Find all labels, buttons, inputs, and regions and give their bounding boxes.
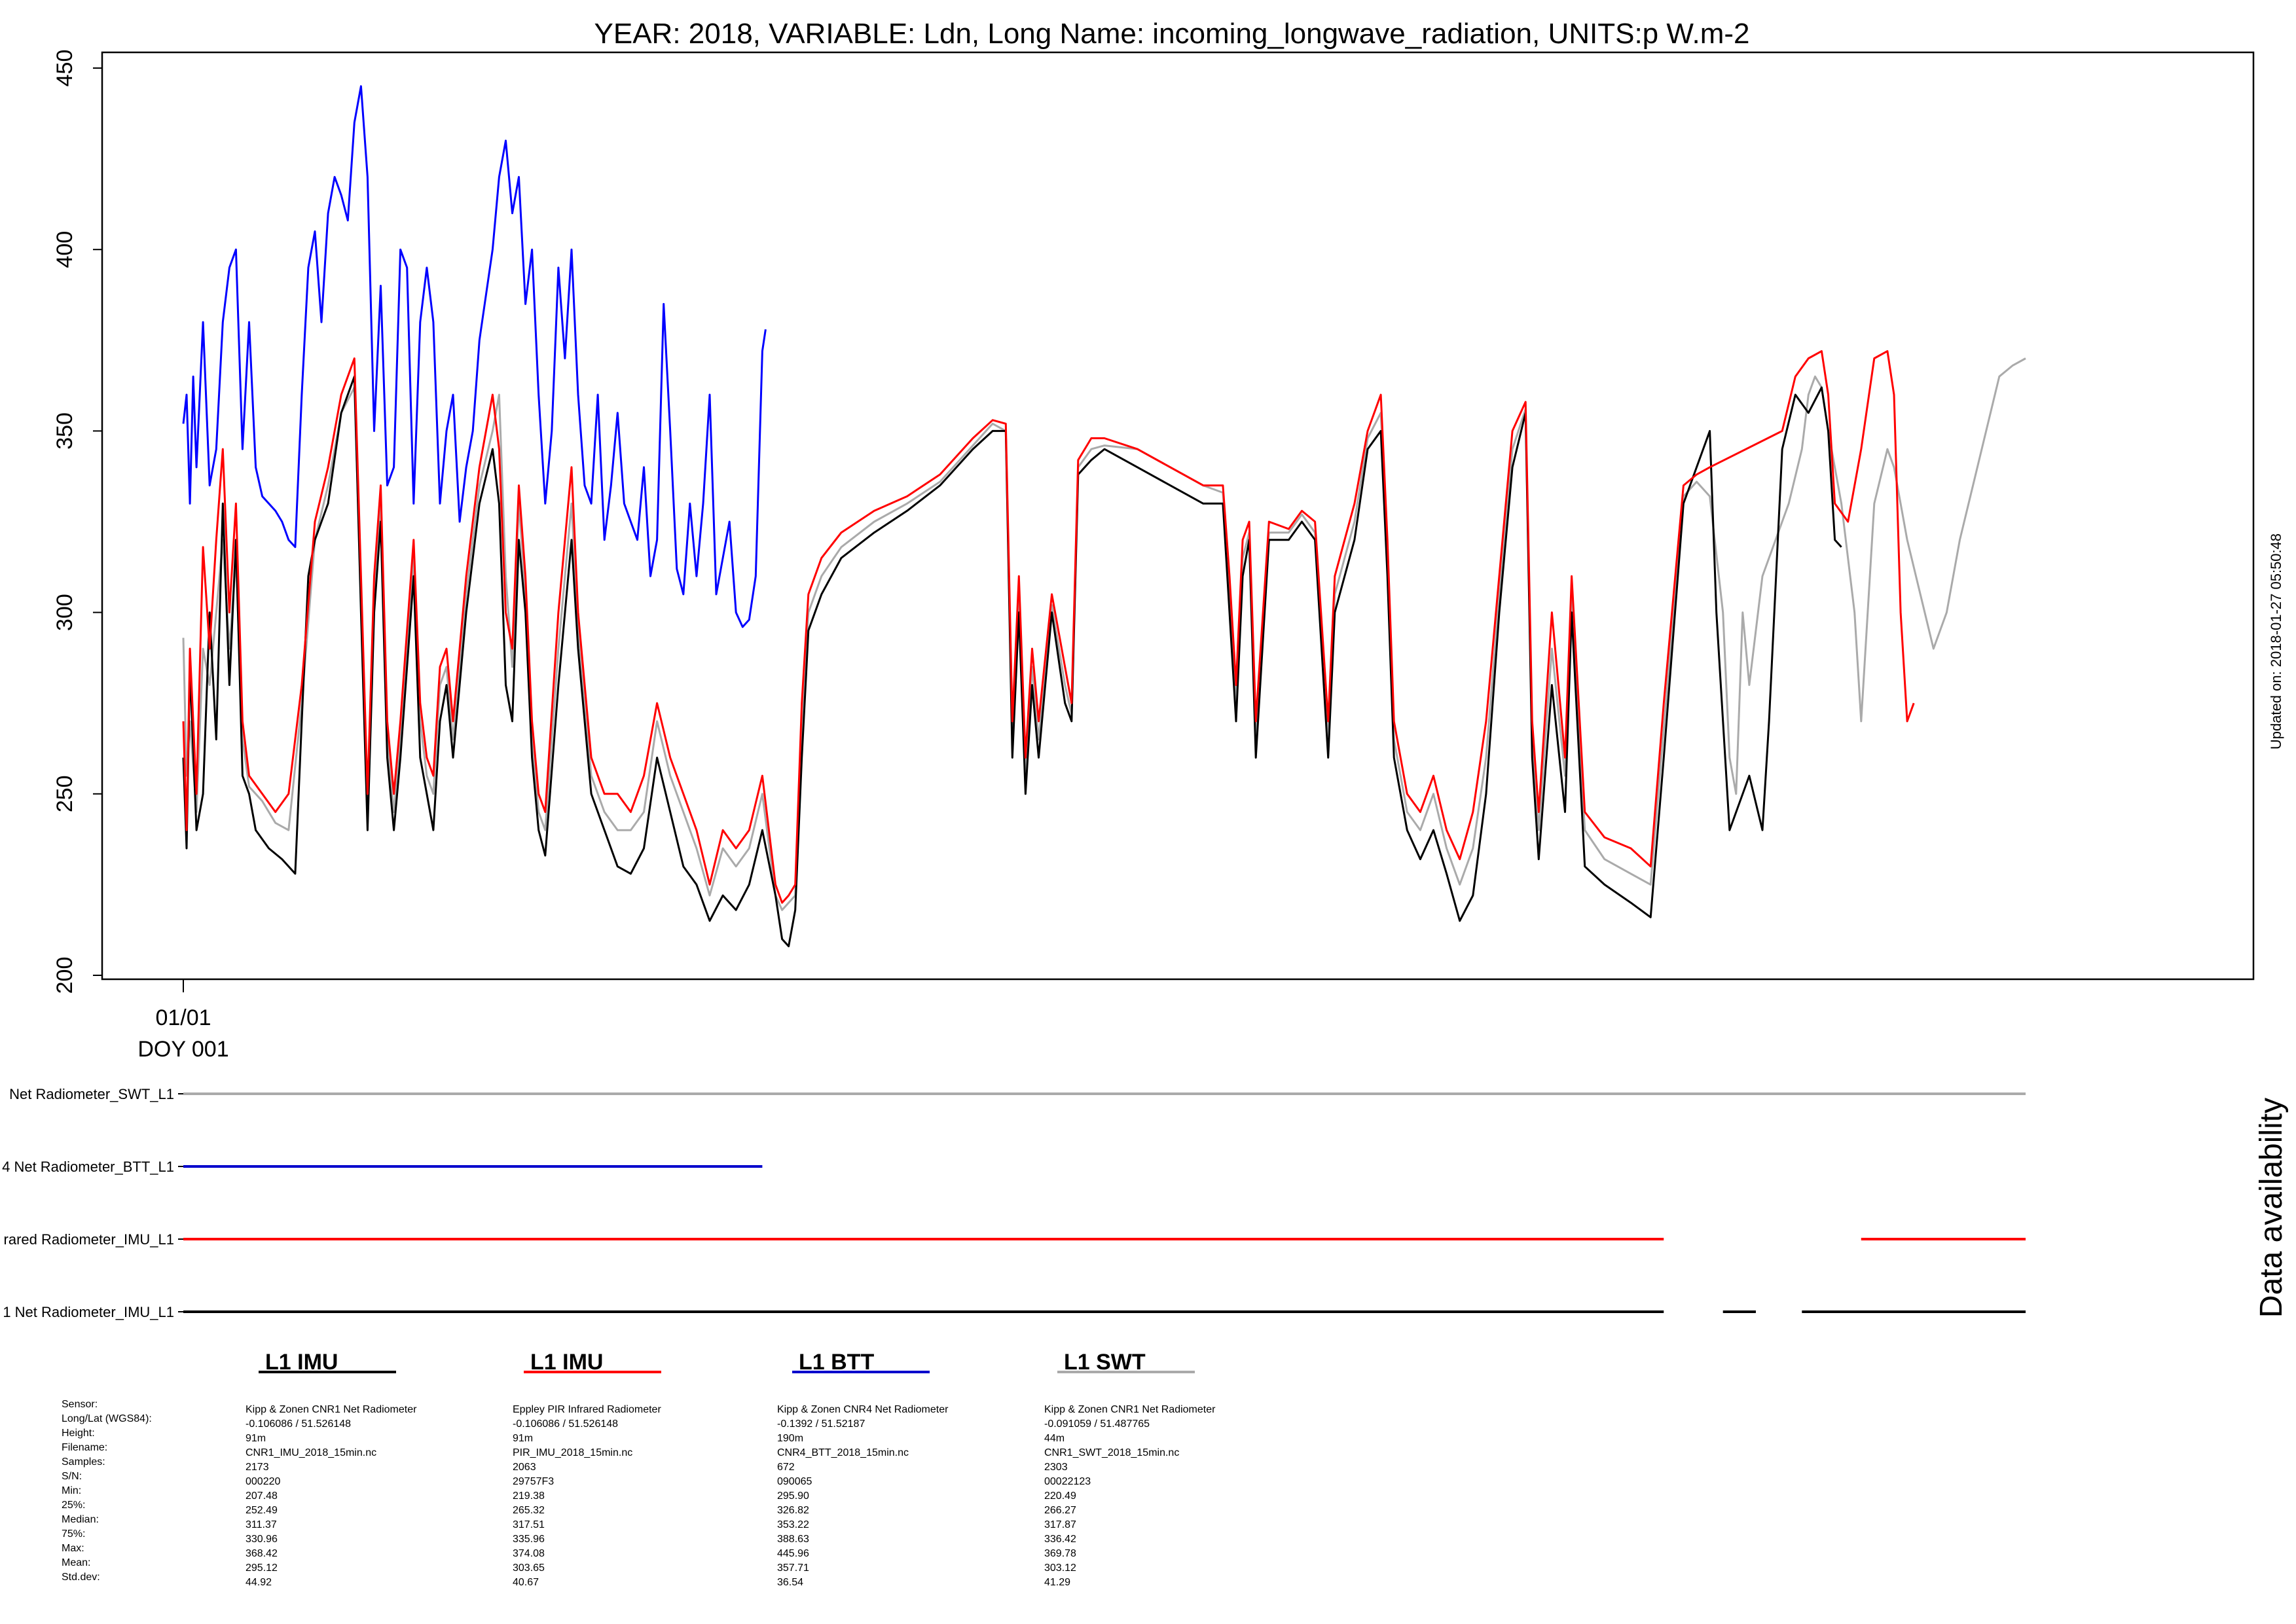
- legend-title: L1 IMU: [265, 1350, 338, 1375]
- legend-title: L1 BTT: [799, 1350, 874, 1375]
- stats-value: 317.51: [513, 1519, 545, 1530]
- stats-value: Kipp & Zonen CNR1 Net Radiometer: [1044, 1404, 1216, 1415]
- y-tick-label: 300: [52, 594, 77, 631]
- stats-value: 388.63: [777, 1534, 809, 1545]
- stats-value: 44.92: [246, 1577, 272, 1588]
- stats-value: 357.71: [777, 1562, 809, 1574]
- stats-value: 303.12: [1044, 1562, 1076, 1574]
- stats-value: 445.96: [777, 1548, 809, 1559]
- availability-title: Data availability: [2254, 1098, 2289, 1318]
- stats-value: 2303: [1044, 1462, 1068, 1473]
- stats-value: 41.29: [1044, 1577, 1070, 1588]
- stats-value: 29757F3: [513, 1476, 554, 1487]
- stats-value: 368.42: [246, 1548, 278, 1559]
- stats-value: PIR_IMU_2018_15min.nc: [513, 1447, 632, 1458]
- stats-value: 40.67: [513, 1577, 539, 1588]
- stats-label: Mean:: [62, 1557, 90, 1568]
- stats-label: Filename:: [62, 1442, 107, 1453]
- stats-label: Long/Lat (WGS84):: [62, 1413, 152, 1424]
- y-tick-label: 200: [52, 957, 77, 994]
- stats-value: 91m: [513, 1433, 533, 1444]
- stats-value: 190m: [777, 1433, 803, 1444]
- x-axis: 01/01 DOY 001: [137, 979, 229, 1062]
- availability-row-label: 1 Net Radiometer_IMU_L1: [3, 1304, 174, 1320]
- stats-value: 335.96: [513, 1534, 545, 1545]
- legend: L1 IMU L1 IMU L1 BTT L1 SWT: [259, 1350, 1195, 1375]
- stats-value: 374.08: [513, 1548, 545, 1559]
- stats-value: 090065: [777, 1476, 812, 1487]
- y-axis: 200 250 300 350 400 450: [52, 50, 103, 994]
- stats-value: Kipp & Zonen CNR4 Net Radiometer: [777, 1404, 949, 1415]
- stats-value: -0.1392 / 51.52187: [777, 1418, 865, 1430]
- stats-value: -0.091059 / 51.487765: [1044, 1418, 1150, 1430]
- stats-value: 91m: [246, 1433, 266, 1444]
- stats-value: CNR4_BTT_2018_15min.nc: [777, 1447, 909, 1458]
- stats-value: Kipp & Zonen CNR1 Net Radiometer: [246, 1404, 417, 1415]
- stats-value: 36.54: [777, 1577, 803, 1588]
- availability-row-label: rared Radiometer_IMU_L1: [4, 1231, 174, 1248]
- x-tick-label: DOY 001: [137, 1037, 228, 1062]
- stats-value: 311.37: [246, 1519, 277, 1530]
- stats-value: 303.65: [513, 1562, 545, 1574]
- stats-value: 220.49: [1044, 1490, 1076, 1502]
- stats-value: 252.49: [246, 1505, 278, 1516]
- stats-value: 00022123: [1044, 1476, 1091, 1487]
- y-tick-label: 400: [52, 231, 77, 268]
- stats-value: CNR1_SWT_2018_15min.nc: [1044, 1447, 1179, 1458]
- series-line-imu_pir: [182, 350, 1915, 904]
- x-tick-label: 01/01: [155, 1005, 211, 1030]
- stats-label: Max:: [62, 1543, 84, 1554]
- series-line-btt_cnr4: [182, 85, 767, 628]
- legend-title: L1 IMU: [530, 1350, 603, 1375]
- plot-series: [182, 85, 2026, 948]
- stats-label: Height:: [62, 1428, 95, 1439]
- stats-table: Sensor: Long/Lat (WGS84): Height: Filename:…: [62, 1399, 1216, 1588]
- stats-value: 2173: [246, 1462, 269, 1473]
- availability-row-label: Net Radiometer_SWT_L1: [9, 1086, 174, 1102]
- stats-value: 330.96: [246, 1534, 278, 1545]
- y-tick-label: 350: [52, 412, 77, 450]
- stats-value: 207.48: [246, 1490, 278, 1502]
- availability-row-label: 4 Net Radiometer_BTT_L1: [2, 1159, 174, 1175]
- stats-value: 219.38: [513, 1490, 545, 1502]
- series-line-swt_cnr1: [182, 357, 2026, 911]
- stats-value: -0.106086 / 51.526148: [513, 1418, 618, 1430]
- stats-label: Std.dev:: [62, 1572, 100, 1583]
- stats-value: 353.22: [777, 1519, 809, 1530]
- legend-title: L1 SWT: [1064, 1350, 1146, 1375]
- stats-value: 266.27: [1044, 1505, 1076, 1516]
- stats-label: S/N:: [62, 1471, 82, 1482]
- stats-value: Eppley PIR Infrared Radiometer: [513, 1404, 661, 1415]
- stats-value: 000220: [246, 1476, 280, 1487]
- stats-value: CNR1_IMU_2018_15min.nc: [246, 1447, 376, 1458]
- series-line-imu_cnr1: [182, 375, 1842, 948]
- stats-value: 295.90: [777, 1490, 809, 1502]
- stats-label: 75%:: [62, 1528, 85, 1540]
- stats-label: Sensor:: [62, 1399, 98, 1410]
- chart-title: YEAR: 2018, VARIABLE: Ldn, Long Name: in…: [594, 18, 1750, 50]
- stats-value: 295.12: [246, 1562, 278, 1574]
- stats-value: 317.87: [1044, 1519, 1076, 1530]
- stats-value: 336.42: [1044, 1534, 1076, 1545]
- stats-value: -0.106086 / 51.526148: [246, 1418, 351, 1430]
- stats-label: 25%:: [62, 1500, 85, 1511]
- stats-label: Median:: [62, 1514, 99, 1525]
- y-tick-label: 450: [52, 50, 77, 87]
- stats-value: 369.78: [1044, 1548, 1076, 1559]
- stats-value: 265.32: [513, 1505, 545, 1516]
- plot-frame: [101, 51, 2255, 981]
- stats-value: 44m: [1044, 1433, 1065, 1444]
- stats-label: Min:: [62, 1485, 81, 1496]
- stats-value: 672: [777, 1462, 795, 1473]
- availability-panel: Net Radiometer_SWT_L1 4 Net Radiometer_BT…: [2, 1086, 2026, 1320]
- stats-value: 326.82: [777, 1505, 809, 1516]
- y-tick-label: 250: [52, 775, 77, 812]
- updated-timestamp: Updated on: 2018-01-27 05:50:48: [2268, 533, 2284, 749]
- stats-label: Samples:: [62, 1456, 105, 1468]
- stats-value: 2063: [513, 1462, 536, 1473]
